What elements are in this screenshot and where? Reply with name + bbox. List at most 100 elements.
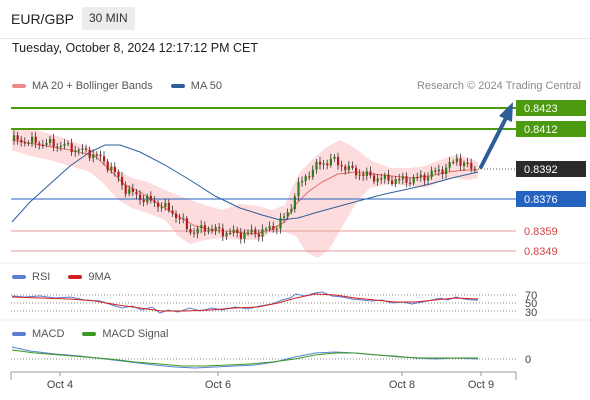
chart-datetime: Tuesday, October 8, 2024 12:17:12 PM CET: [12, 41, 258, 55]
candle-up: [394, 179, 397, 184]
candle-up: [427, 177, 430, 181]
candle-up: [448, 162, 451, 168]
candle-down: [351, 165, 354, 168]
level-value: 0.8423: [524, 103, 558, 115]
candle-down: [409, 182, 412, 184]
candle-up: [290, 209, 293, 213]
candle-up: [232, 229, 235, 233]
legend-ma20-bollinger: MA 20 + Bollinger Bands: [12, 80, 153, 92]
timeframe-button[interactable]: 30 MIN: [82, 7, 135, 30]
candle-up: [301, 181, 304, 183]
candle-up: [182, 218, 185, 220]
candle-down: [473, 168, 476, 171]
candle-down: [117, 171, 120, 177]
candle-up: [445, 167, 448, 175]
candle-down: [405, 176, 408, 183]
candle-down: [257, 233, 260, 237]
legend-swatch: [68, 275, 83, 279]
candle-down: [70, 143, 73, 153]
candle-up: [376, 178, 379, 182]
x-axis-label: Oct 4: [47, 379, 73, 391]
candle-up: [164, 202, 167, 208]
candle-up: [275, 228, 278, 230]
bollinger-band: [12, 128, 478, 258]
candle-up: [77, 149, 80, 152]
candle-down: [95, 154, 98, 156]
candle-up: [412, 177, 415, 184]
candle-down: [452, 162, 455, 164]
x-axis-label: Oct 9: [468, 379, 494, 391]
candle-up: [383, 174, 386, 179]
candle-down: [106, 161, 109, 171]
candle-down: [211, 229, 214, 231]
candle-down: [149, 195, 152, 201]
candle-down: [355, 167, 358, 176]
candle-down: [221, 228, 224, 237]
x-axis-label: Oct 6: [205, 379, 231, 391]
candle-down: [387, 174, 390, 181]
level-label-0.8376: 0.8376: [516, 191, 586, 207]
candle-up: [286, 212, 289, 217]
candle-down: [369, 171, 372, 176]
candle-up: [214, 227, 217, 231]
rsi-legend: RSI 9MA: [12, 271, 129, 283]
candle-down: [124, 185, 127, 195]
level-value: 0.8392: [524, 164, 558, 176]
candle-down: [135, 192, 138, 195]
candle-down: [337, 156, 340, 166]
legend-swatch: [82, 332, 97, 336]
candle-down: [344, 166, 347, 171]
legend-rsi-9ma: 9MA: [68, 271, 111, 283]
candle-down: [185, 218, 188, 230]
candle-up: [333, 156, 336, 159]
candle-up: [268, 226, 271, 229]
candle-up: [59, 145, 62, 148]
candle-down: [254, 229, 257, 234]
candle-down: [466, 162, 469, 164]
candle-down: [20, 139, 23, 143]
candle-up: [322, 163, 325, 165]
currency-pair-title: EUR/GBP: [11, 11, 75, 27]
candle-up: [430, 170, 433, 178]
legend-label: 9MA: [88, 271, 111, 283]
candle-down: [189, 229, 192, 233]
candle-up: [293, 196, 296, 210]
legend-rsi: RSI: [12, 271, 50, 283]
level-value: 0.8412: [524, 124, 558, 136]
candle-down: [434, 170, 437, 172]
candle-up: [27, 142, 30, 145]
legend-label: RSI: [32, 271, 51, 283]
candle-down: [239, 232, 242, 239]
level-label-0.8359: 0.8359: [524, 226, 558, 238]
candle-up: [146, 195, 149, 203]
rsi-label-50: 50: [525, 298, 537, 310]
candle-up: [81, 148, 84, 150]
candle-up: [128, 188, 131, 195]
candle-down: [373, 175, 376, 182]
legend-label: MACD: [32, 328, 65, 340]
candle-down: [272, 226, 275, 230]
level-label-0.8392: 0.8392: [516, 161, 586, 177]
legend-swatch: [12, 84, 26, 88]
candle-up: [63, 144, 66, 146]
candle-down: [398, 179, 401, 181]
candle-up: [265, 228, 268, 231]
candle-up: [347, 165, 350, 171]
ma50-line: [11, 144, 479, 223]
candle-up: [45, 143, 48, 145]
macd-label-0: 0: [525, 354, 531, 366]
candle-up: [200, 225, 203, 229]
candle-down: [99, 154, 102, 157]
rsi-9ma-line: [11, 293, 479, 312]
candle-up: [110, 166, 113, 171]
candle-up: [283, 216, 286, 218]
candle-up: [311, 169, 314, 178]
candle-down: [23, 142, 26, 144]
candle-down: [416, 177, 419, 179]
candle-down: [157, 202, 160, 208]
legend-label: MA 20 + Bollinger Bands: [32, 80, 153, 92]
candle-down: [121, 176, 124, 186]
candle-down: [16, 135, 19, 140]
candle-down: [41, 144, 44, 146]
